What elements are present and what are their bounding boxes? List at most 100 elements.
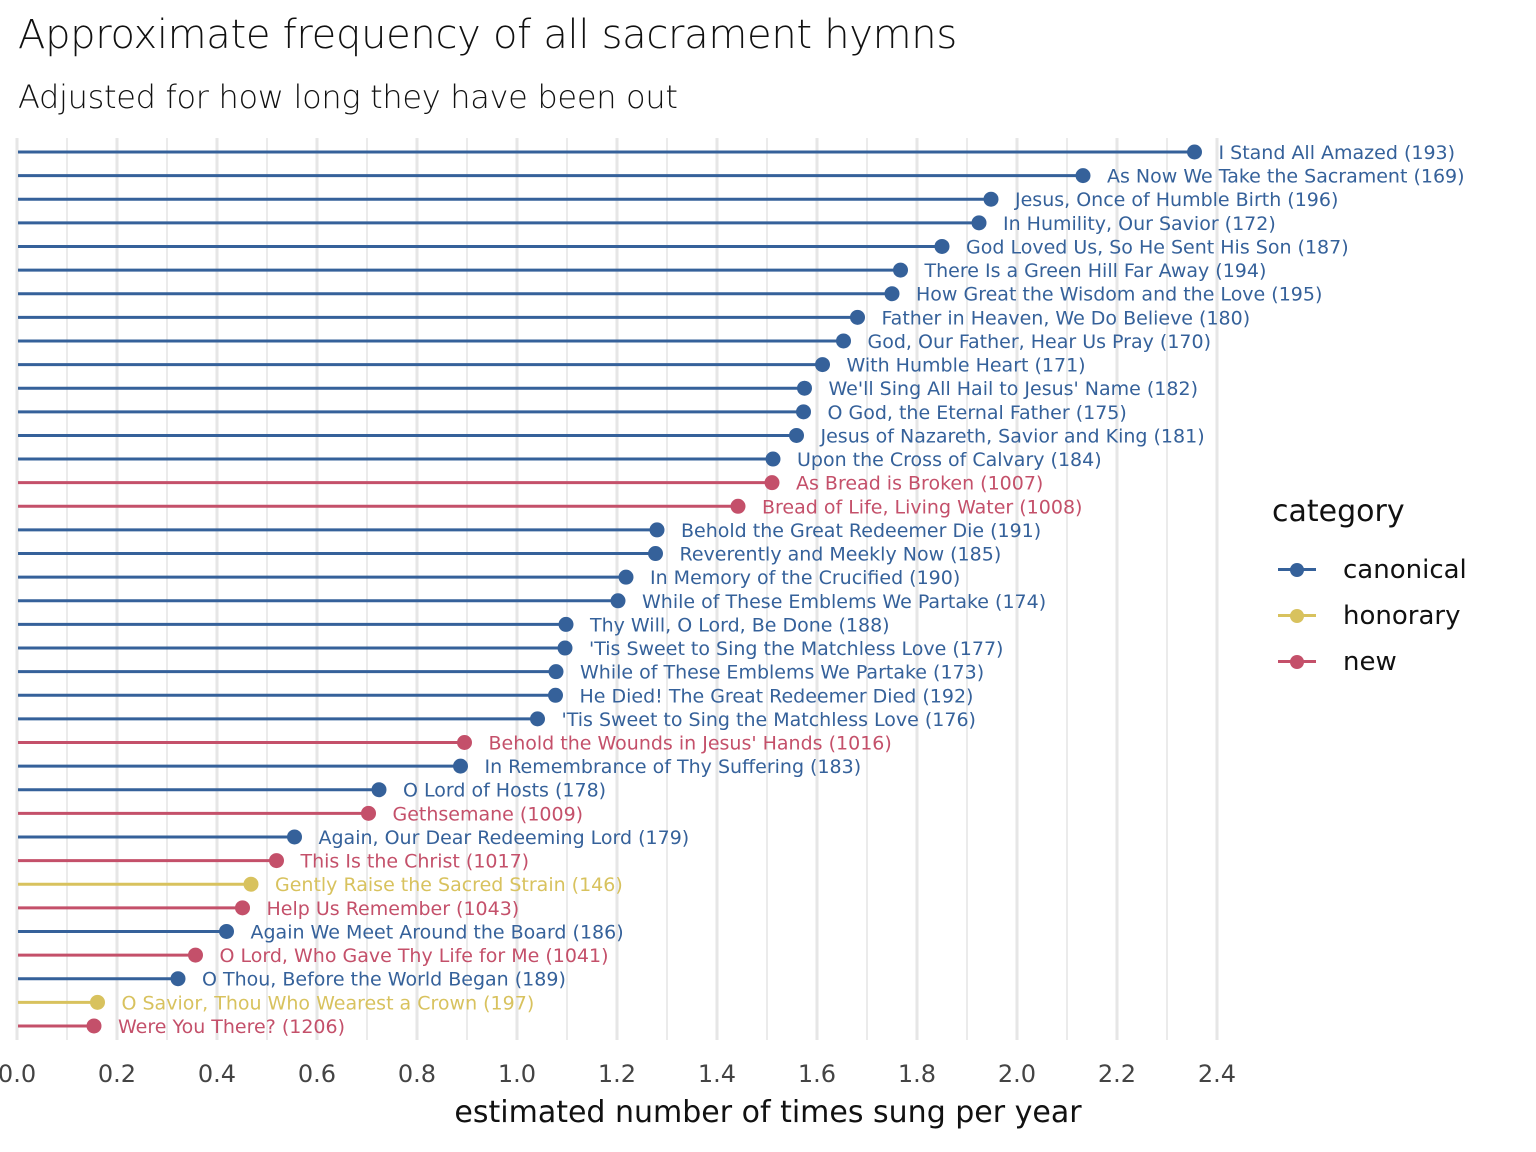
point-label: Reverently and Meekly Now (185) [680,544,1002,566]
lollipop-dot [287,829,302,845]
lollipop-dot [453,758,468,774]
point-label: In Remembrance of Thy Suffering (183) [485,756,862,778]
point-label: While of These Emblems We Partake (173) [580,662,984,684]
legend-label: new [1343,647,1397,677]
point-label: Father in Heaven, We Do Believe (180) [882,307,1251,329]
gridlines [15,138,1219,1040]
lollipop-dot [235,900,250,916]
lollipop-dot [1075,168,1091,184]
lollipop-dot [618,569,634,585]
point-label: Again We Meet Around the Board (186) [251,921,624,943]
x-tick-label: 2.0 [998,1060,1036,1088]
lollipop-dot [361,805,376,821]
point-label: As Bread is Broken (1007) [796,473,1043,495]
point-label: O Lord, Who Gave Thy Life for Me (1041) [220,945,609,967]
lollipop-dot [836,333,851,349]
x-tick-label: 0.0 [0,1060,36,1088]
point-label: Jesus, Once of Humble Birth (196) [1014,189,1338,211]
point-label: Thy Will, O Lord, Be Done (188) [589,614,890,636]
x-tick-label: 0.8 [398,1060,436,1088]
legend-title: category [1272,494,1405,529]
lollipop-dot [90,994,105,1010]
x-tick-label: 1.4 [698,1060,736,1088]
point-label: While of These Emblems We Partake (174) [642,591,1046,613]
point-label: Help Us Remember (1043) [267,898,520,920]
lollipop-dot [558,616,574,632]
lollipop-dot [457,735,472,750]
lollipop-dot [1187,144,1202,160]
point-label: In Memory of the Crucified (190) [650,567,960,589]
lollipop-dot [934,238,950,254]
lollipop-dot [371,782,387,798]
point-label: Upon the Cross of Calvary (184) [797,449,1102,471]
point-label: Were You There? (1206) [118,1016,345,1038]
x-tick-label: 1.0 [498,1060,536,1088]
legend-key-new-icon [1278,652,1316,672]
legend-key-honorary-icon [1278,606,1316,626]
point-label: 'Tis Sweet to Sing the Matchless Love (1… [589,638,1003,660]
point-label: O God, the Eternal Father (175) [828,402,1127,424]
lollipop-dot [765,451,781,467]
point-label: O Savior, Thou Who Wearest a Crown (197) [122,992,535,1014]
chart-subtitle: Adjusted for how long they have been out [18,78,678,116]
x-tick-label: 0.4 [198,1060,236,1088]
x-tick-label: 0.6 [298,1060,336,1088]
lollipop-dot [764,475,780,491]
point-label: Bread of Life, Living Water (1008) [762,496,1082,518]
lollipop-stems [18,150,1195,1028]
point-label: Behold the Great Redeemer Die (191) [681,520,1041,542]
lollipop-dot [243,876,259,892]
point-label: As Now We Take the Sacrament (169) [1107,166,1465,188]
point-label: God Loved Us, So He Sent His Son (187) [966,236,1349,258]
legend-item-honorary: honorary [1272,593,1467,639]
lollipop-dot [530,711,545,727]
lollipop-dot [269,853,284,869]
legend-label: honorary [1343,601,1461,631]
point-label: God, Our Father, Hear Us Pray (170) [868,331,1212,353]
lollipop-dots [86,144,1202,1034]
x-axis-ticks: 0.0 0.2 0.4 0.6 0.8 1.0 1.2 1.4 1.6 1.8 2.0 2.2 2.4 [0,1060,1236,1088]
lollipop-dot [548,687,563,703]
lollipop-dot [884,286,900,302]
lollipop-dot [649,522,665,538]
lollipop-dot [789,427,804,443]
point-label: Gethsemane (1009) [393,803,584,825]
lollipop-dot [893,262,908,278]
lollipop-dot [86,1018,102,1034]
x-axis-label: estimated number of times sung per year [454,1095,1082,1130]
lollipop-dot [797,380,812,396]
legend-item-canonical: canonical [1272,547,1467,593]
x-tick-label: 0.2 [98,1060,136,1088]
lollipop-dot [850,309,865,325]
lollipop-dot [983,191,999,207]
point-label: Jesus of Nazareth, Savior and King (181) [820,425,1205,447]
x-tick-label: 1.2 [598,1060,636,1088]
lollipop-dot [815,357,830,373]
lollipop-dot [610,593,626,609]
point-label: We'll Sing All Hail to Jesus' Name (182) [829,378,1198,400]
lollipop-dot [219,923,234,939]
point-label: There Is a Green Hill Far Away (194) [924,260,1267,282]
point-label: I Stand All Amazed (193) [1219,142,1456,164]
point-label: Behold the Wounds in Jesus' Hands (1016) [489,733,892,755]
point-label: O Lord of Hosts (178) [403,780,606,802]
legend: category canonical honorary new [1272,494,1467,685]
lollipop-dot [170,971,186,987]
point-label: How Great the Wisdom and the Love (195) [916,284,1322,306]
point-label: Gently Raise the Sacred Strain (146) [275,874,623,896]
lollipop-dot [188,947,203,963]
point-label: He Died! The Great Redeemer Died (192) [580,685,974,707]
point-label: 'Tis Sweet to Sing the Matchless Love (1… [562,709,976,731]
x-tick-label: 2.4 [1198,1060,1236,1088]
legend-key-canonical-icon [1278,560,1316,580]
point-label: With Humble Heart (171) [847,355,1086,377]
lollipop-dot [730,498,746,514]
legend-item-new: new [1272,639,1467,685]
point-labels: I Stand All Amazed (193)As Now We Take t… [118,142,1465,1038]
point-label: This Is the Christ (1017) [300,851,530,873]
point-label: In Humility, Our Savior (172) [1003,213,1276,235]
lollipop-dot [796,404,811,420]
lollipop-dot [548,664,564,680]
lollipop-dot [648,546,663,562]
